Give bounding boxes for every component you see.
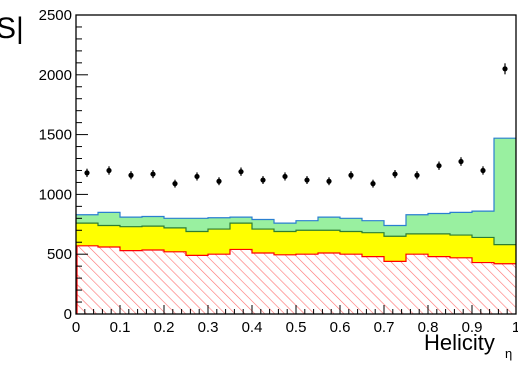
data-point: [480, 167, 486, 174]
data-point: [194, 173, 200, 180]
x-tick-label: 0.8: [418, 319, 439, 336]
data-point: [458, 158, 464, 165]
data-point: [238, 169, 244, 175]
data-point: [414, 172, 420, 178]
x-axis-title: Helicity: [424, 330, 495, 355]
y-tick-label: 500: [47, 246, 72, 263]
histogram-outline-1: [76, 222, 516, 246]
x-tick-label: 0.9: [462, 319, 483, 336]
data-point: [326, 178, 332, 184]
data-point: [128, 172, 134, 178]
y-tick-label: 1000: [39, 186, 72, 203]
data-point: [282, 173, 288, 180]
data-point: [370, 181, 376, 187]
y-axis: 0 500 1000 1500 2000 2500: [39, 7, 88, 323]
data-point: [260, 177, 266, 183]
x-tick-label: 1: [512, 319, 518, 336]
data-point: [150, 171, 156, 177]
x-tick-label: 0.5: [286, 319, 307, 336]
x-tick-label: 0.1: [110, 319, 131, 336]
x-tick-label: 0.7: [374, 319, 395, 336]
stacked-histograms: [76, 137, 516, 314]
y-tick-label: 2000: [39, 67, 72, 84]
data-point: [304, 177, 310, 183]
x-tick-label: 0.2: [154, 319, 175, 336]
data-point: [172, 181, 178, 187]
data-point: [348, 172, 354, 178]
y-tick-label: 2500: [39, 7, 72, 24]
x-axis-title-subscript: η: [505, 346, 512, 361]
corner-label: S|: [0, 12, 24, 45]
x-axis: 0 0.1 0.2 0.3 0.4 0.5 0.6 0.7 0.8 0.9 1: [72, 305, 518, 336]
histogram-outline-0: [76, 137, 516, 227]
x-tick-label: 0.3: [198, 319, 219, 336]
y-tick-label: 1500: [39, 127, 72, 144]
data-points: [84, 63, 508, 188]
data-point: [84, 170, 90, 176]
data-point: [502, 66, 508, 72]
x-tick-label: 0.6: [330, 319, 351, 336]
data-point: [436, 163, 442, 169]
x-tick-label: 0.4: [242, 319, 263, 336]
y-tick-label: 0: [64, 306, 72, 323]
x-tick-label: 0: [72, 319, 80, 336]
histogram-outline-2: [76, 245, 516, 265]
data-point: [216, 178, 222, 184]
histogram-fill-2: [76, 245, 516, 314]
data-point: [106, 167, 112, 174]
data-point: [392, 171, 398, 177]
